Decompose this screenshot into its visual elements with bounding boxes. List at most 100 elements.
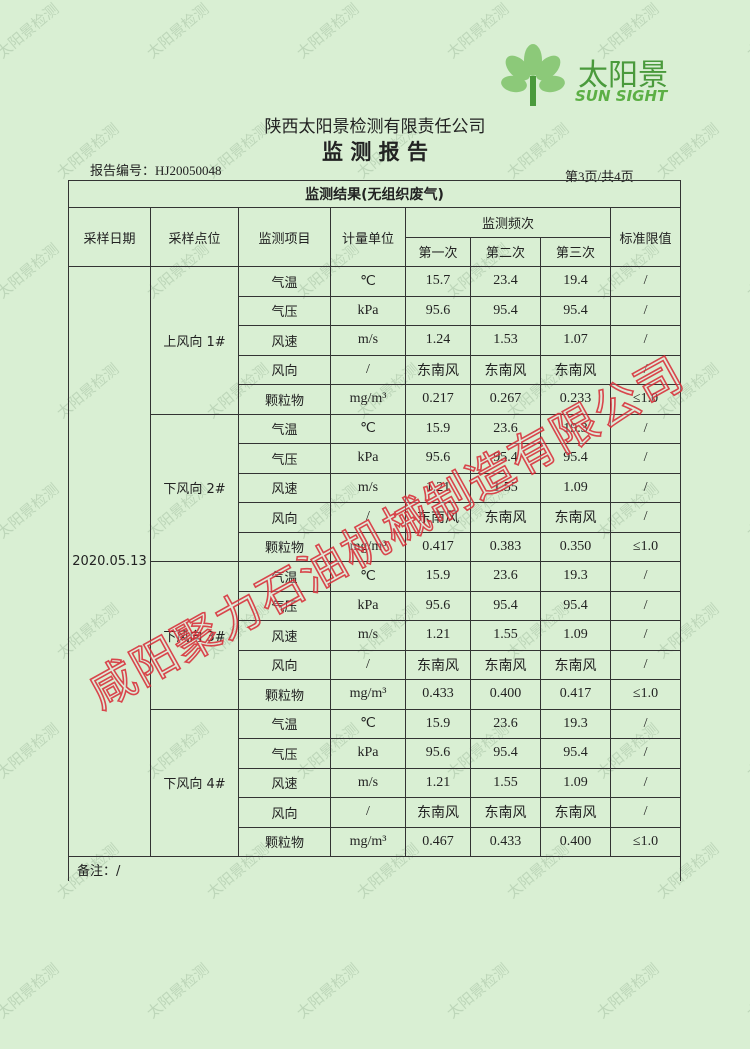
- table-cell: 15.9: [405, 413, 471, 444]
- table-row: 下风向 2# 气温 ℃ 15.9 23.6 19.3/: [69, 413, 682, 562]
- table-cell: 95.4: [540, 295, 611, 326]
- table-cell: 风速: [238, 767, 331, 798]
- table-cell: m/s: [330, 325, 406, 356]
- table-cell: 风向: [238, 649, 331, 680]
- table-cell: 东南风: [470, 649, 541, 680]
- table-cell: 东南风: [405, 502, 471, 533]
- watermark: 太阳景检测: [593, 959, 663, 1022]
- table-cell: m/s: [330, 620, 406, 651]
- table-cell: m/s: [330, 767, 406, 798]
- table-cell: 15.9: [405, 561, 471, 592]
- table-row: 颗粒物 mg/m³ 0.433 0.400 0.417 ≤1.0: [69, 679, 682, 710]
- table-cell: 23.6: [470, 561, 541, 592]
- table-cell: 95.4: [540, 443, 611, 474]
- table-cell: ≤1.0: [609, 826, 682, 857]
- watermark: 太阳景检测: [293, 0, 363, 62]
- table-cell: /: [330, 354, 406, 385]
- table-cell: /: [609, 266, 682, 297]
- table-cell: 气压: [238, 590, 331, 621]
- table-cell: 气压: [238, 295, 331, 326]
- table-cell: ℃: [330, 708, 406, 739]
- table-cell: 1.09: [540, 472, 611, 503]
- table-cell: 东南风: [470, 797, 541, 828]
- watermark: 太阳景检测: [143, 0, 213, 62]
- table-row: 下风向 3# 气温 ℃ 15.9 23.6 19.3/: [69, 561, 682, 710]
- table-cell: 1.53: [470, 325, 541, 356]
- table-cell: kPa: [330, 738, 406, 769]
- table-cell: 颗粒物: [238, 531, 331, 562]
- table-cell: 95.4: [470, 443, 541, 474]
- table-cell: 气温: [238, 561, 331, 592]
- table-cell: 1.21: [405, 620, 471, 651]
- table-cell: 风速: [238, 472, 331, 503]
- table-cell: 东南风: [540, 502, 611, 533]
- table-cell: 95.4: [470, 738, 541, 769]
- table-cell: /: [609, 590, 682, 621]
- header-cell: 计量单位: [330, 207, 406, 267]
- table-cell: /: [330, 502, 406, 533]
- table-cell: 95.6: [405, 590, 471, 621]
- table-row: 风速 m/s 1.21 1.55 1.09/: [69, 767, 682, 798]
- table-cell: 东南风: [540, 797, 611, 828]
- table-cell: 95.4: [540, 738, 611, 769]
- header-cell: 采样日期: [68, 207, 151, 267]
- table-cell: 气温: [238, 413, 331, 444]
- table-cell: 19.3: [540, 561, 611, 592]
- report-number: 报告编号：HJ20050048: [90, 163, 222, 178]
- table-cell: 19.3: [540, 708, 611, 739]
- watermark: 太阳景检测: [0, 0, 63, 62]
- table-cell: 1.09: [540, 620, 611, 651]
- table-row: 风向 / 东南风 东南风 东南风 /: [69, 649, 682, 680]
- company-name: 陕西太阳景检测有限责任公司: [264, 117, 486, 137]
- table-row: 监测结果(无组织废气): [67, 180, 682, 208]
- table-cell: 19.4: [540, 266, 611, 297]
- table-cell: /: [609, 620, 682, 651]
- watermark: 太阳景检测: [0, 959, 63, 1022]
- table-cell: /: [609, 767, 682, 798]
- table-cell: 东南风: [470, 502, 541, 533]
- table-cell: 颗粒物: [238, 679, 331, 710]
- table-cell: kPa: [330, 443, 406, 474]
- table-cell: /: [609, 502, 682, 533]
- sample-date: 2020.05.13: [68, 266, 151, 857]
- table-cell: 1.24: [405, 325, 471, 356]
- table-cell: kPa: [330, 590, 406, 621]
- table-cell: 1.09: [540, 767, 611, 798]
- table-cell: mg/m³: [330, 679, 406, 710]
- header-cell: 第二次: [470, 236, 541, 267]
- table-cell: 东南风: [405, 797, 471, 828]
- watermark: 太阳景检测: [743, 719, 750, 782]
- table-cell: ℃: [330, 266, 406, 297]
- table-row: 气压 kPa 95.6 95.4 95.4/: [69, 295, 682, 326]
- watermark: 太阳景检测: [0, 479, 63, 542]
- table-cell: 风向: [238, 354, 331, 385]
- watermark: 太阳景检测: [443, 959, 513, 1022]
- table-cell: /: [609, 413, 682, 444]
- table-cell: 0.433: [470, 826, 541, 857]
- table-cell: 风向: [238, 797, 331, 828]
- table-cell: ℃: [330, 413, 406, 444]
- table-cell: 0.400: [470, 679, 541, 710]
- header-cell: 标准限值: [609, 207, 682, 267]
- table-row: 备注：/: [67, 856, 682, 881]
- watermark: 太阳景检测: [743, 239, 750, 302]
- table-cell: ≤1.0: [609, 531, 682, 562]
- table-cell: 1.21: [405, 472, 471, 503]
- table-row: 风向 / 东南风 东南风 东南风 /: [69, 502, 682, 533]
- watermark: 太阳景检测: [143, 959, 213, 1022]
- table-cell: mg/m³: [330, 384, 406, 415]
- table-cell: 风速: [238, 325, 331, 356]
- table-cell: 气温: [238, 266, 331, 297]
- table-cell: /: [609, 738, 682, 769]
- logo-icon: [501, 44, 565, 106]
- table-cell: 0.433: [405, 679, 471, 710]
- table-row: 颗粒物 mg/m³ 0.417 0.383 0.350 ≤1.0: [69, 531, 682, 562]
- watermark: 太阳景检测: [743, 0, 750, 62]
- header-cell: 第三次: [540, 236, 611, 267]
- table-cell: 0.267: [470, 384, 541, 415]
- header-cell: 监测频次: [405, 207, 611, 238]
- table-row: 采样日期 采样点位 监测项目 计量单位 监测频次 标准限值: [68, 207, 682, 267]
- table-cell: /: [609, 472, 682, 503]
- table-row: 气压 kPa 95.6 95.4 95.4/: [69, 590, 682, 621]
